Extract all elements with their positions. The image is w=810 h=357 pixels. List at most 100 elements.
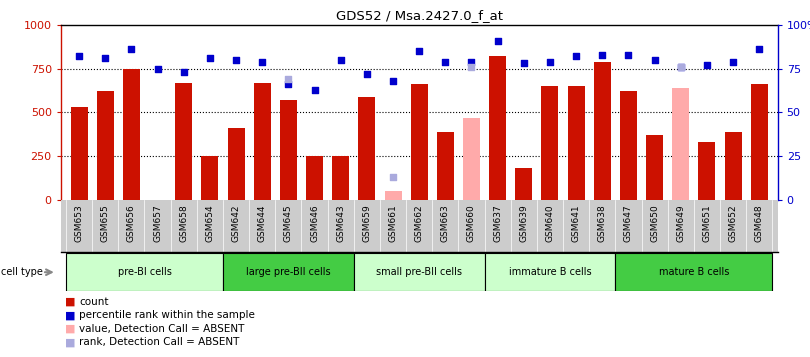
Bar — [254, 83, 271, 200]
Bar — [463, 118, 480, 200]
Text: rank, Detection Call = ABSENT: rank, Detection Call = ABSENT — [79, 337, 240, 347]
Point — [229, 57, 242, 63]
Text: large pre-BII cells: large pre-BII cells — [246, 267, 330, 277]
Text: GDS52 / Msa.2427.0_f_at: GDS52 / Msa.2427.0_f_at — [335, 9, 503, 22]
Point — [177, 69, 190, 75]
Text: GSM652: GSM652 — [729, 204, 738, 242]
Point — [648, 57, 661, 63]
Text: small pre-BII cells: small pre-BII cells — [376, 267, 463, 277]
Text: GSM654: GSM654 — [206, 204, 215, 242]
Bar — [725, 132, 742, 200]
Bar — [646, 135, 663, 200]
Bar — [672, 88, 689, 200]
Text: GSM646: GSM646 — [310, 204, 319, 242]
Text: GSM656: GSM656 — [127, 204, 136, 242]
Bar — [751, 85, 768, 200]
Bar — [489, 56, 506, 200]
Point — [308, 87, 321, 92]
Bar — [484, 253, 616, 291]
Text: GSM645: GSM645 — [284, 204, 293, 242]
Point — [203, 55, 216, 61]
Point — [99, 55, 112, 61]
Text: GSM653: GSM653 — [75, 204, 83, 242]
Point — [151, 66, 164, 71]
Text: GSM638: GSM638 — [598, 204, 607, 242]
Text: GSM637: GSM637 — [493, 204, 502, 242]
Point — [674, 64, 687, 70]
Text: GSM639: GSM639 — [519, 204, 528, 242]
Bar — [698, 142, 715, 200]
Bar — [411, 85, 428, 200]
Text: ■: ■ — [65, 337, 75, 347]
Bar — [568, 86, 585, 200]
Bar — [123, 69, 140, 200]
Point — [282, 76, 295, 82]
Point — [465, 59, 478, 65]
Text: ■: ■ — [65, 297, 75, 307]
Bar — [541, 86, 558, 200]
Text: GSM655: GSM655 — [100, 204, 109, 242]
Text: percentile rank within the sample: percentile rank within the sample — [79, 310, 255, 320]
Point — [360, 71, 373, 77]
Bar — [228, 128, 245, 200]
Text: GSM649: GSM649 — [676, 204, 685, 242]
Bar — [437, 132, 454, 200]
Text: pre-BI cells: pre-BI cells — [117, 267, 172, 277]
Point — [752, 47, 765, 52]
Point — [544, 59, 556, 65]
Text: GSM642: GSM642 — [232, 204, 241, 242]
Text: GSM641: GSM641 — [572, 204, 581, 242]
Bar — [594, 62, 611, 200]
Bar — [332, 156, 349, 200]
Text: GSM662: GSM662 — [415, 204, 424, 242]
Point — [73, 54, 86, 59]
Text: GSM660: GSM660 — [467, 204, 476, 242]
Bar — [223, 253, 354, 291]
Text: GSM643: GSM643 — [336, 204, 345, 242]
Text: GSM659: GSM659 — [362, 204, 371, 242]
Bar — [616, 253, 773, 291]
Text: GSM663: GSM663 — [441, 204, 450, 242]
Point — [335, 57, 347, 63]
Text: GSM650: GSM650 — [650, 204, 659, 242]
Point — [465, 64, 478, 70]
Bar — [515, 169, 532, 200]
Point — [282, 82, 295, 87]
Text: GSM648: GSM648 — [755, 204, 764, 242]
Text: ■: ■ — [65, 310, 75, 320]
Bar — [354, 253, 484, 291]
Text: cell type: cell type — [1, 267, 43, 277]
Bar — [70, 107, 87, 200]
Bar — [66, 253, 223, 291]
Bar — [96, 91, 113, 200]
Text: ■: ■ — [65, 324, 75, 334]
Point — [596, 52, 609, 57]
Point — [727, 59, 740, 65]
Point — [569, 54, 582, 59]
Point — [518, 61, 531, 66]
Point — [701, 62, 714, 68]
Text: value, Detection Call = ABSENT: value, Detection Call = ABSENT — [79, 324, 245, 334]
Point — [622, 52, 635, 57]
Text: GSM644: GSM644 — [258, 204, 266, 242]
Point — [491, 38, 504, 44]
Text: immature B cells: immature B cells — [509, 267, 591, 277]
Bar — [385, 191, 402, 200]
Text: GSM640: GSM640 — [545, 204, 555, 242]
Text: GSM661: GSM661 — [389, 204, 398, 242]
Text: mature B cells: mature B cells — [659, 267, 729, 277]
Bar — [175, 83, 192, 200]
Text: count: count — [79, 297, 109, 307]
Point — [256, 59, 269, 65]
Bar — [306, 156, 323, 200]
Point — [413, 49, 426, 54]
Bar — [358, 97, 375, 200]
Point — [125, 47, 138, 52]
Point — [439, 59, 452, 65]
Bar — [280, 100, 297, 200]
Bar — [202, 156, 219, 200]
Point — [674, 64, 687, 70]
Text: GSM647: GSM647 — [624, 204, 633, 242]
Text: GSM651: GSM651 — [702, 204, 711, 242]
Point — [386, 174, 399, 180]
